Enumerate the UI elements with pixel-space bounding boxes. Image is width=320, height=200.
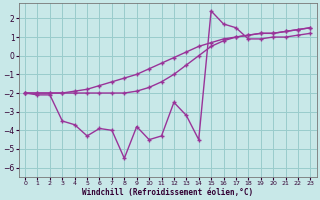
X-axis label: Windchill (Refroidissement éolien,°C): Windchill (Refroidissement éolien,°C) xyxy=(82,188,253,197)
